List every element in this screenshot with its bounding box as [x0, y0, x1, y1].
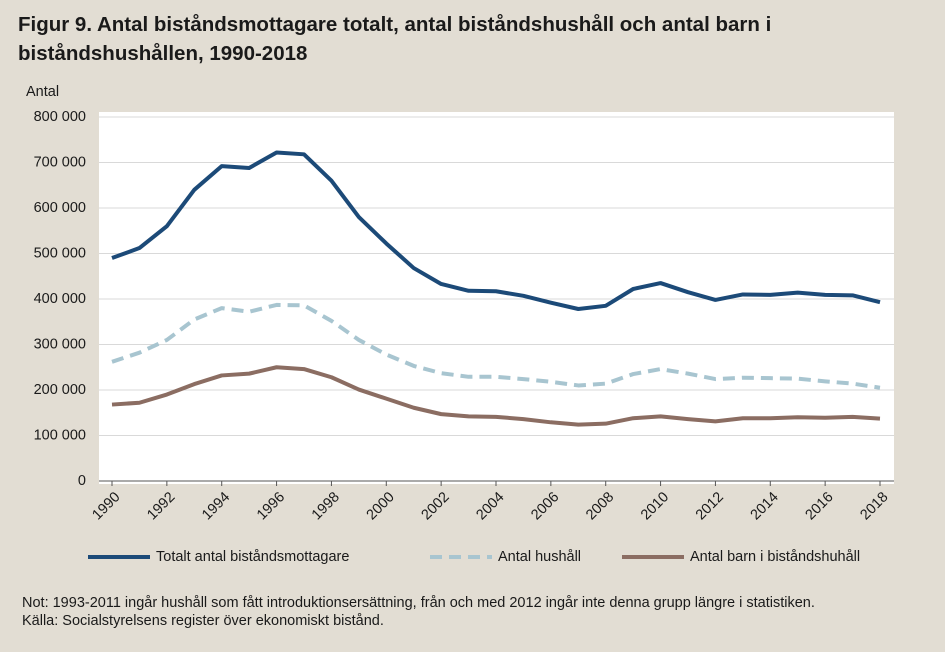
y-tick-label: 100 000	[34, 427, 86, 443]
x-tick-label: 1990	[89, 489, 123, 523]
x-tick-label: 2000	[364, 489, 398, 523]
legend-label: Antal barn i biståndshuhåll	[690, 549, 860, 565]
y-tick-label: 400 000	[34, 291, 86, 307]
x-tick-label: 2014	[748, 489, 782, 523]
note: Not: 1993-2011 ingår hushåll som fått in…	[22, 595, 815, 611]
plot-area	[99, 112, 894, 484]
x-tick-label: 2018	[857, 489, 891, 523]
chart-title: Figur 9. Antal biståndsmottagare totalt,…	[18, 13, 772, 65]
y-axis-label: Antal	[26, 84, 59, 100]
x-tick-label: 1998	[309, 489, 343, 523]
legend-label: Totalt antal biståndsmottagare	[156, 549, 349, 565]
y-tick-label: 800 000	[34, 109, 86, 125]
notes: Not: 1993-2011 ingår hushåll som fått in…	[22, 594, 937, 630]
source: Källa: Socialstyrelsens register över ek…	[22, 613, 384, 629]
y-tick-label: 0	[78, 473, 86, 489]
x-tick-label: 1992	[144, 489, 178, 523]
x-tick-label: 2006	[528, 489, 562, 523]
y-tick-label: 500 000	[34, 245, 86, 261]
y-tick-label: 600 000	[34, 200, 86, 216]
x-tick-label: 1994	[199, 489, 233, 523]
x-tick-label: 2002	[419, 489, 453, 523]
x-tick-label: 2012	[693, 489, 727, 523]
y-tick-label: 700 000	[34, 154, 86, 170]
x-tick-label: 2016	[803, 489, 837, 523]
x-tick-label: 2008	[583, 489, 617, 523]
x-tick-label: 2010	[638, 489, 672, 523]
x-tick-label: 1996	[254, 489, 288, 523]
series-line	[111, 150, 881, 312]
y-tick-label: 200 000	[34, 382, 86, 398]
series-line	[111, 365, 881, 427]
y-tick-label: 300 000	[34, 336, 86, 352]
x-tick-label: 2004	[473, 489, 507, 523]
legend-label: Antal hushåll	[498, 549, 581, 565]
series-line	[111, 302, 881, 390]
